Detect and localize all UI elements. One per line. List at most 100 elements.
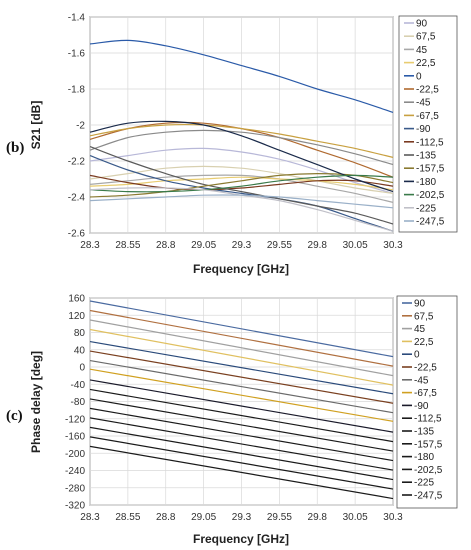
y-tick-labels-c: 160 120 80 40 0 -40 -80 -120 -160 -200 -240 -280 -32… [65,294,85,512]
legend-label-c-10: -135 [414,427,434,438]
legend-label-b-13: -202,5 [416,190,445,201]
legend-label-c-11: -157,5 [414,439,443,450]
legend-label-b-2: 45 [416,45,428,56]
legend-label-b-4: 0 [416,71,422,82]
y-tick-label-c: -80 [71,397,86,408]
x-tick-label-b: 29.8 [308,240,328,251]
series-line-c-15 [89,445,394,500]
legend-label-c-15: -247,5 [414,491,443,502]
x-tick-label-c: 29.8 [308,512,328,523]
y-tick-label-b: -2.2 [68,157,86,168]
series-line-c-4 [89,340,394,395]
legend-label-c-9: -112,5 [414,414,442,425]
x-tick-label-b: 29.55 [267,240,292,251]
x-tick-label-b: 28.55 [115,240,140,251]
y-tick-label-c: 40 [74,345,86,356]
x-tick-label-c: 29.55 [267,512,292,523]
x-tick-label-c: 30.3 [383,512,403,523]
series-line-b-2 [89,174,394,203]
x-tick-label-b: 30.3 [383,240,403,251]
y-tick-label-b: -1.8 [68,85,86,96]
legend-label-c-5: -22,5 [414,363,437,374]
y-axis-title-b: S21 [dB] [29,101,43,150]
x-tick-label-c: 28.8 [156,512,176,523]
x-axis-title-b: Frequency [GHz] [193,262,289,276]
series-line-b-7 [89,123,394,158]
legend-label-b-1: 67,5 [416,32,436,43]
legend-label-b-12: -180 [416,177,436,188]
y-tick-label-b: -2 [76,121,85,132]
legend-label-b-0: 90 [416,19,428,30]
y-tick-label-b: -2.6 [68,229,86,240]
series-line-c-9 [89,388,394,443]
x-tick-label-c: 30.05 [343,512,368,523]
series-c [89,300,394,500]
series-line-b-6 [89,129,394,166]
legend-label-c-12: -180 [414,452,434,463]
y-tick-label-c: -40 [71,380,86,391]
legend-label-c-8: -90 [414,401,429,412]
series-line-c-1 [89,309,394,367]
y-tick-label-c: -240 [65,466,85,477]
x-tick-label-b: 29.3 [232,240,252,251]
series-line-c-10 [89,398,394,452]
x-tick-label-b: 28.3 [80,240,100,251]
series-line-b-15 [89,194,394,209]
x-tick-label-c: 29.3 [232,512,252,523]
panel-label-b: (b) [6,140,24,156]
legend-label-c-7: -67,5 [414,388,437,399]
y-tick-label-c: -200 [65,449,85,460]
y-tick-label-c: -280 [65,483,85,494]
legend-label-c-4: 0 [414,350,420,361]
series-line-c-11 [89,407,394,462]
y-tick-label-c: 160 [68,294,85,305]
x-tick-labels-b: 28.3 28.55 28.8 29.05 29.3 29.55 29.8 30.05 30.3 [80,240,403,251]
series-b [89,39,394,232]
legend-label-b-8: -90 [416,124,431,135]
legend-label-b-11: -157,5 [416,164,445,175]
phase-delay-chart: (c) 28.3 28.55 28.8 29.05 29.3 29.55 29.8 30.05… [6,294,458,546]
y-tick-label-c: -320 [65,501,85,512]
legend-label-b-7: -67,5 [416,111,439,122]
series-line-b-13 [89,174,394,193]
x-tick-labels-c: 28.3 28.55 28.8 29.05 29.3 29.55 29.8 30.05 30.3 [80,512,403,523]
series-line-b-10 [89,146,394,225]
y-tick-label-b: -2.4 [68,193,86,204]
legend-label-c-0: 90 [414,299,426,310]
series-line-c-13 [89,426,394,481]
y-tick-label-c: 120 [68,311,85,322]
legend-b: 90 67,5 45 22,5 0 -22,5 -45 -67,5 -90 -112,5 -135 -… [404,19,445,228]
y-tick-label-b: -1.6 [68,49,86,60]
series-line-c-14 [89,436,394,490]
legend-box-b [398,15,458,233]
series-line-c-12 [89,417,394,471]
y-tick-labels-b: -1.4 -1.6 -1.8 -2 -2.2 -2.4 -2.6 [68,13,86,240]
s21-chart: (b) 28.3 28.55 28.8 29.05 29.3 29.55 29.8 30.05… [6,13,458,276]
series-line-b-12 [89,120,394,193]
series-line-c-6 [89,359,394,414]
legend-c: 9067,54522,50-22,5-45-67,5-90-112,5-135-… [402,299,443,502]
panel-label-c: (c) [6,408,23,424]
y-tick-label-b: -1.4 [68,13,86,24]
y-axis-title-c: Phase delay [deg] [29,351,43,453]
y-tick-label-c: 0 [79,363,85,374]
series-line-b-4 [89,39,394,113]
series-line-b-0 [89,147,394,194]
y-tick-label-c: 80 [74,328,86,339]
series-line-c-3 [89,328,394,386]
legend-box-c [396,295,458,509]
legend-label-b-3: 22,5 [416,58,436,69]
x-tick-label-b: 30.05 [343,240,368,251]
legend-label-c-2: 45 [414,324,426,335]
series-line-b-3 [89,176,394,191]
x-tick-label-c: 29.05 [191,512,216,523]
legend-label-c-14: -225 [414,478,434,489]
legend-label-b-10: -135 [416,151,436,162]
series-line-c-0 [89,300,394,358]
series-line-c-2 [89,319,394,377]
x-tick-label-b: 28.8 [156,240,176,251]
legend-label-c-13: -202,5 [414,465,443,476]
x-tick-label-c: 28.55 [115,512,140,523]
x-axis-title-c: Frequency [GHz] [193,532,289,546]
